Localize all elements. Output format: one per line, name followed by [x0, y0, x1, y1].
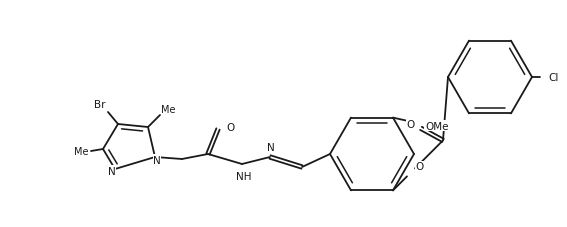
Text: NH: NH [236, 171, 252, 181]
Text: O: O [407, 120, 415, 130]
Text: Br: Br [94, 100, 106, 109]
Text: O: O [226, 122, 234, 132]
Text: Me: Me [74, 146, 88, 156]
Text: O: O [416, 162, 424, 172]
Text: N: N [153, 155, 161, 165]
Text: N: N [108, 166, 116, 176]
Text: OMe: OMe [425, 121, 448, 131]
Text: Me: Me [161, 105, 175, 114]
Text: Cl: Cl [548, 73, 558, 83]
Text: N: N [267, 142, 275, 152]
